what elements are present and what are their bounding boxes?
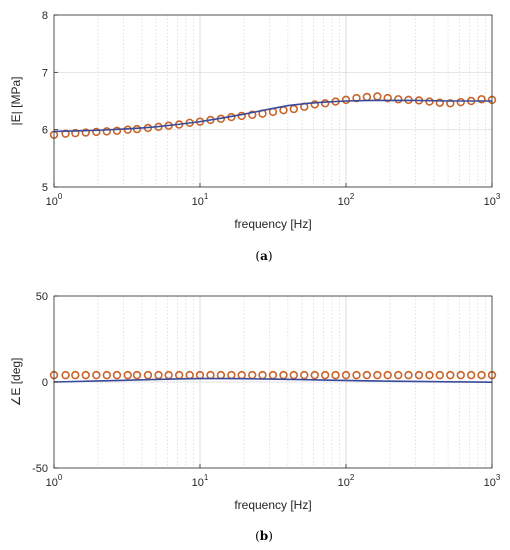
data-point xyxy=(132,370,142,380)
ylabel-a: |E| [MPa] xyxy=(9,77,23,126)
model-fit-line xyxy=(53,377,493,383)
data-point xyxy=(320,370,330,380)
axes-box-a xyxy=(53,14,493,188)
panel-b-phase-chart: -50 0 50 100 101 102 103 frequency [Hz] ∠E [de… xyxy=(9,291,501,512)
data-point xyxy=(362,370,372,380)
x-tick-label: 103 xyxy=(484,192,501,208)
panel-a-magnitude-chart: 5 6 7 8 100 101 102 103 frequency [Hz] |E| [MPa… xyxy=(9,10,501,231)
grid-b xyxy=(54,296,492,468)
data-point xyxy=(341,370,351,380)
data-point xyxy=(310,370,319,380)
data-point xyxy=(112,370,122,380)
data-point xyxy=(143,370,153,380)
x-tick-label: 103 xyxy=(484,473,501,489)
data-point xyxy=(61,129,70,138)
x-tick-label: 101 xyxy=(192,473,209,489)
data-point xyxy=(300,370,309,380)
y-tick-label: 6 xyxy=(42,125,48,137)
y-tick-label: 5 xyxy=(42,182,48,194)
caption-b-label: b xyxy=(260,529,268,543)
data-point xyxy=(331,370,340,380)
data-point xyxy=(425,97,434,106)
data-point xyxy=(383,370,392,380)
data-point xyxy=(446,370,455,380)
data-point xyxy=(477,95,486,104)
ticks-b: -50 0 50 100 101 102 103 xyxy=(32,291,501,489)
grid-a xyxy=(54,15,492,187)
data-point xyxy=(425,370,434,380)
data-point xyxy=(456,97,465,107)
data-point xyxy=(102,370,112,380)
y-tick-label: -50 xyxy=(32,463,48,475)
data-point xyxy=(383,93,392,103)
data-point xyxy=(248,110,257,119)
data-point xyxy=(394,95,403,104)
x-tick-label: 100 xyxy=(46,473,63,489)
data-point xyxy=(341,95,351,105)
data-point xyxy=(456,370,465,380)
y-tick-label: 8 xyxy=(42,10,48,22)
data-point xyxy=(394,370,403,380)
y-tick-label: 7 xyxy=(42,67,48,79)
caption-b: (b) xyxy=(255,529,273,543)
x-tick-label: 102 xyxy=(338,473,355,489)
data-point xyxy=(123,370,132,380)
data-point xyxy=(61,370,70,380)
data-point xyxy=(112,126,122,136)
data-point xyxy=(320,99,330,108)
data-point xyxy=(92,127,101,137)
ticks-a: 5 6 7 8 100 101 102 103 xyxy=(42,10,501,208)
data-point xyxy=(289,370,298,380)
data-point xyxy=(404,370,413,380)
data-point xyxy=(466,370,476,380)
model-fit-line xyxy=(53,99,492,133)
series-a xyxy=(49,92,497,140)
data-point xyxy=(310,100,319,109)
x-tick-label: 101 xyxy=(192,192,209,208)
caption-a-label: a xyxy=(260,249,268,263)
x-tick-label: 100 xyxy=(46,192,63,208)
xlabel-a: frequency [Hz] xyxy=(234,217,311,231)
data-point xyxy=(71,128,80,138)
y-tick-label: 50 xyxy=(36,291,48,303)
data-point xyxy=(71,370,80,380)
ylabel-b: ∠E [deg] xyxy=(9,358,23,407)
data-point xyxy=(435,98,444,107)
data-point xyxy=(92,370,101,380)
series-b xyxy=(49,370,497,383)
data-point xyxy=(102,127,112,136)
xlabel-b: frequency [Hz] xyxy=(234,498,311,512)
data-point xyxy=(414,370,424,380)
data-point xyxy=(154,370,163,380)
data-point xyxy=(373,370,382,380)
caption-a: (a) xyxy=(255,249,272,263)
y-tick-label: 0 xyxy=(42,377,48,389)
data-point xyxy=(352,370,361,380)
data-point xyxy=(477,370,486,380)
x-tick-label: 102 xyxy=(338,192,355,208)
data-point xyxy=(81,370,90,380)
data-point xyxy=(435,370,444,380)
data-point xyxy=(446,99,455,108)
data-point xyxy=(81,128,90,137)
